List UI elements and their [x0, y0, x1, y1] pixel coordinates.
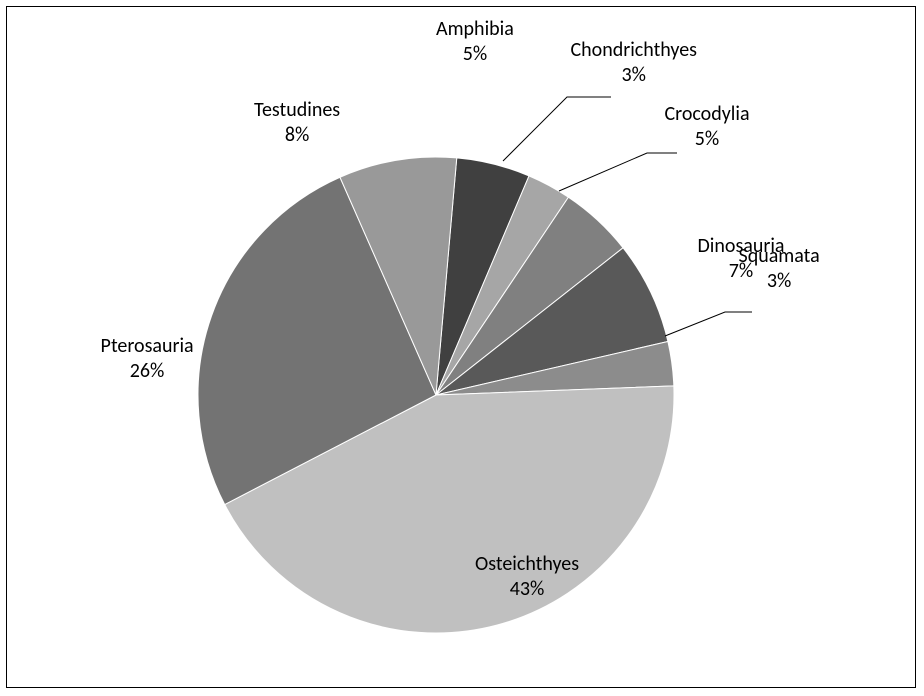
slice-label-pct: 3%: [739, 269, 820, 294]
leader-line: [665, 312, 752, 336]
slice-label-testudines: Testudines8%: [254, 98, 340, 148]
slice-label-pct: 43%: [475, 577, 579, 602]
slice-label-amphibia: Amphibia5%: [436, 17, 514, 67]
slice-label-chondrichthyes: Chondrichthyes3%: [571, 38, 698, 88]
slice-label-osteichthyes: Osteichthyes43%: [475, 552, 579, 602]
slice-label-pct: 8%: [254, 123, 340, 148]
slice-label-crocodylia: Crocodylia5%: [665, 102, 750, 152]
slice-label-name: Squamata: [739, 244, 820, 269]
leader-line: [503, 97, 611, 161]
slice-label-name: Testudines: [254, 98, 340, 123]
slice-label-pct: 3%: [571, 63, 698, 88]
leader-line: [559, 153, 677, 191]
slice-label-pct: 5%: [436, 42, 514, 67]
slice-label-squamata: Squamata3%: [739, 244, 820, 294]
slice-label-name: Chondrichthyes: [571, 38, 698, 63]
slice-label-name: Osteichthyes: [475, 552, 579, 577]
slice-label-pterosauria: Pterosauria26%: [101, 334, 194, 384]
slice-label-pct: 26%: [101, 359, 194, 384]
slice-label-name: Amphibia: [436, 17, 514, 42]
slice-label-pct: 5%: [665, 127, 750, 152]
slice-label-name: Pterosauria: [101, 334, 194, 359]
chart-frame: Amphibia5%Chondrichthyes3%Crocodylia5%Di…: [6, 6, 916, 688]
slice-label-name: Crocodylia: [665, 102, 750, 127]
